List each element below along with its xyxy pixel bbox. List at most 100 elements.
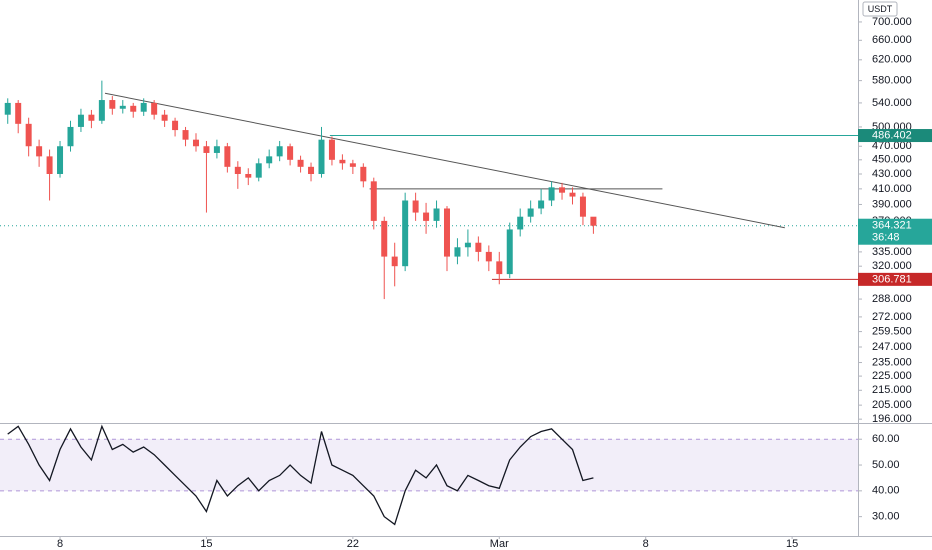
- candle-body: [339, 159, 346, 164]
- currency-label: USDT: [868, 4, 893, 14]
- y-tick-label: 700.000: [872, 16, 912, 28]
- y-tick-label: 470.000: [872, 140, 912, 152]
- candle-body: [245, 173, 252, 178]
- candle-body: [4, 102, 11, 115]
- candle-body: [287, 146, 294, 160]
- candle-body: [423, 212, 430, 221]
- candle-body: [475, 242, 482, 252]
- x-tick-label: 15: [200, 538, 212, 550]
- candle-body: [443, 208, 450, 257]
- y-tick-label: 235.000: [872, 356, 912, 368]
- candle-body: [25, 123, 32, 147]
- rsi-band: [0, 439, 858, 491]
- y-tick-label: 410.000: [872, 183, 912, 195]
- candle-body: [454, 247, 461, 257]
- candle-body: [140, 102, 147, 112]
- rsi-y-tick-label: 60.00: [872, 433, 900, 445]
- x-tick-label: Mar: [490, 538, 509, 550]
- y-tick-label: 320.000: [872, 260, 912, 272]
- y-tick-label: 390.000: [872, 198, 912, 210]
- countdown-label: 36:48: [872, 232, 900, 244]
- y-tick-label: 580.000: [872, 75, 912, 87]
- y-tick-label: 288.000: [872, 293, 912, 305]
- x-tick-label: 8: [57, 538, 63, 550]
- candle-body: [109, 100, 116, 109]
- candle-body: [15, 102, 22, 124]
- currency-badge[interactable]: [862, 1, 898, 17]
- candle-body: [360, 166, 367, 182]
- y-tick-label: 225.000: [872, 370, 912, 382]
- candle-body: [391, 256, 398, 267]
- candle-body: [433, 208, 440, 221]
- candle-body: [98, 100, 105, 121]
- candle-body: [464, 242, 471, 248]
- x-tick-label: 15: [786, 538, 798, 550]
- y-tick-label: 335.000: [872, 246, 912, 258]
- candle-body: [569, 192, 576, 197]
- candle-body: [308, 166, 315, 174]
- y-tick-label: 259.500: [872, 325, 912, 337]
- candle-body: [412, 200, 419, 213]
- candle-body: [161, 114, 168, 121]
- rsi-y-tick-label: 50.00: [872, 459, 900, 471]
- candle-body: [381, 220, 388, 257]
- candle-body: [402, 200, 409, 267]
- candle-body: [224, 146, 231, 167]
- candle-body: [548, 187, 555, 201]
- candle-body: [276, 146, 283, 157]
- rsi-y-tick-label: 40.00: [872, 485, 900, 497]
- candle-body: [36, 146, 43, 157]
- price-tag-label: 364.321: [872, 220, 912, 232]
- candle-body: [88, 114, 95, 121]
- candle-body: [538, 200, 545, 209]
- candle-body: [130, 105, 137, 112]
- candle-body: [559, 187, 566, 193]
- candle-body: [182, 130, 189, 140]
- price-tag-label: 306.781: [872, 273, 912, 285]
- candle-body: [77, 114, 84, 127]
- candle-body: [172, 120, 179, 131]
- y-tick-label: 430.000: [872, 168, 912, 180]
- candle-body: [192, 139, 199, 147]
- y-tick-label: 540.000: [872, 97, 912, 109]
- candle-body: [517, 216, 524, 230]
- y-tick-label: 450.000: [872, 154, 912, 166]
- price-tag: [858, 129, 932, 143]
- trendline: [104, 92, 785, 229]
- candle-body: [297, 159, 304, 167]
- candle-body: [496, 261, 503, 275]
- y-tick-label: 205.000: [872, 399, 912, 411]
- candle-body: [119, 105, 126, 109]
- rsi-y-tick-label: 30.00: [872, 511, 900, 523]
- rsi-line: [7, 424, 594, 526]
- candle-body: [213, 146, 220, 153]
- y-tick-label: 196.000: [872, 413, 912, 425]
- price-tag-label: 486.402: [872, 129, 912, 141]
- candle-body: [527, 208, 534, 217]
- candle-body: [234, 166, 241, 174]
- y-tick-label: 620.000: [872, 54, 912, 66]
- candle-body: [349, 163, 356, 167]
- candle-body: [370, 181, 377, 221]
- price-tag: [858, 218, 932, 245]
- candle-body: [46, 156, 53, 174]
- y-tick-label: 247.000: [872, 341, 912, 353]
- candle-body: [203, 146, 210, 153]
- x-tick-label: 8: [643, 538, 649, 550]
- candle-body: [328, 139, 335, 160]
- candle-body: [67, 126, 74, 147]
- candle-body: [151, 102, 158, 115]
- candle-body: [579, 196, 586, 217]
- y-tick-label: 660.000: [872, 34, 912, 46]
- x-tick-label: 22: [347, 538, 359, 550]
- price-tag: [858, 272, 932, 286]
- y-tick-label: 272.000: [872, 311, 912, 323]
- candle-body: [485, 251, 492, 262]
- y-tick-label: 215.000: [872, 384, 912, 396]
- candle-body: [590, 216, 597, 226]
- candle-body: [318, 139, 325, 174]
- candle-body: [506, 229, 513, 275]
- candle-body: [266, 156, 273, 164]
